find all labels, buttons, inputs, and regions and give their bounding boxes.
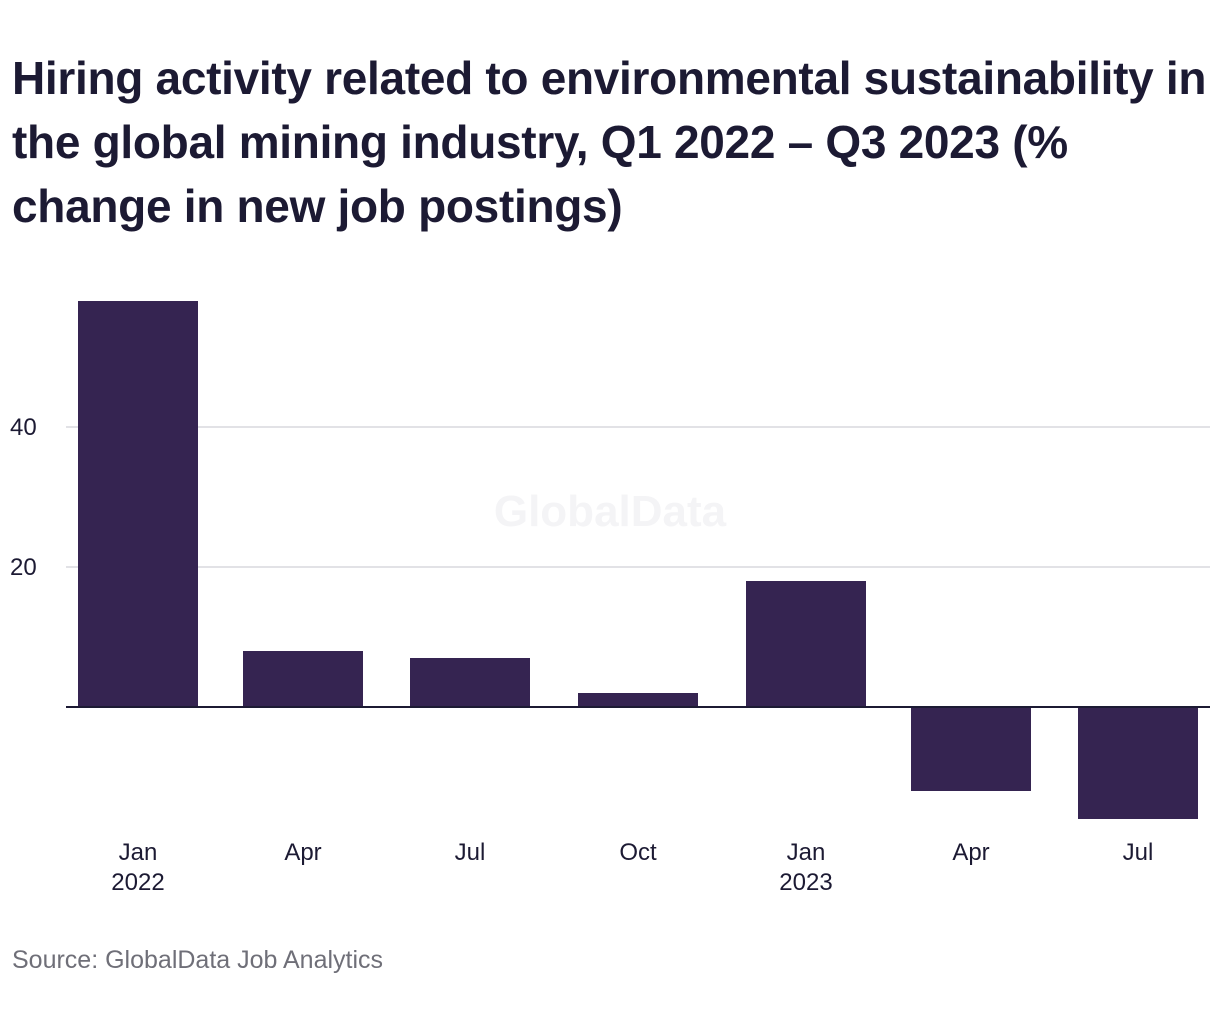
x-tick-label: Jan bbox=[119, 839, 158, 866]
bar bbox=[243, 651, 363, 707]
x-tick-year-label: 2022 bbox=[111, 869, 164, 896]
bar bbox=[78, 301, 198, 707]
bars bbox=[78, 301, 1198, 819]
y-tick-label: 40 bbox=[10, 414, 37, 441]
bar bbox=[1078, 707, 1198, 819]
x-tick-label: Apr bbox=[284, 839, 321, 866]
source-note: Source: GlobalData Job Analytics bbox=[12, 946, 384, 974]
bar bbox=[746, 581, 866, 707]
axis: Jan 2022 Apr Jul Oct Jan 2023 Apr Jul bbox=[66, 706, 1210, 896]
x-tick-label: Jul bbox=[1123, 839, 1154, 866]
watermark-text: GlobalData bbox=[494, 487, 727, 536]
x-tick-label: Oct bbox=[619, 839, 657, 866]
chart-title: Hiring activity related to environmental… bbox=[12, 52, 1207, 232]
x-tick-year-label: 2023 bbox=[779, 869, 832, 896]
y-tick-label: 20 bbox=[10, 554, 37, 581]
x-tick-label: Jul bbox=[455, 839, 486, 866]
x-tick-label: Jan bbox=[787, 839, 826, 866]
bar bbox=[911, 707, 1031, 791]
bar bbox=[578, 693, 698, 707]
bar bbox=[410, 658, 530, 707]
x-tick-label: Apr bbox=[952, 839, 989, 866]
